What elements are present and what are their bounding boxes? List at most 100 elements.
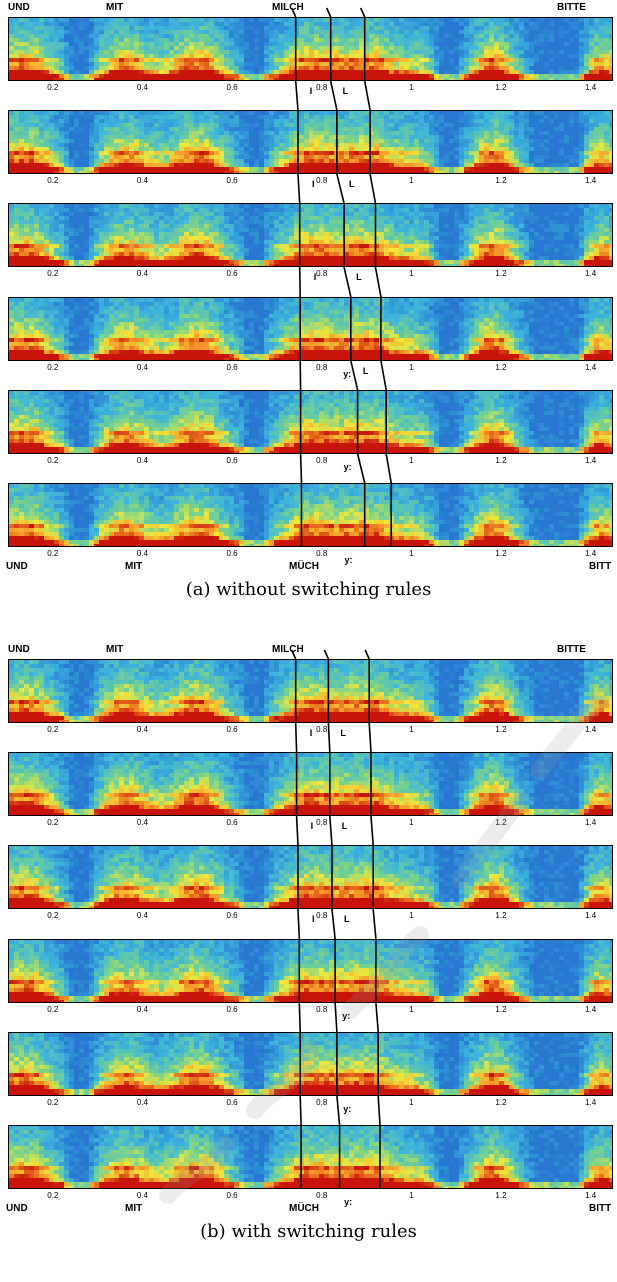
phoneme-label: I: [312, 179, 315, 189]
time-tick-label: 0.8: [316, 456, 327, 465]
spectrogram-image: [9, 1126, 613, 1189]
bottom-word-label: UND: [6, 561, 28, 572]
time-tick-label: 0.6: [227, 456, 238, 465]
time-tick-label: 1.4: [585, 269, 596, 278]
spectrogram-image: [9, 940, 613, 1003]
spectrogram-image: [9, 18, 613, 81]
time-tick-label: 0.8: [316, 1098, 327, 1107]
time-tick-label: 0.6: [227, 725, 238, 734]
spectrogram-image: [9, 111, 613, 174]
time-tick-label: 0.2: [47, 549, 58, 558]
spectrogram-panel: [8, 483, 613, 547]
spectrogram-image: [9, 484, 613, 547]
phoneme-label: L: [349, 179, 355, 189]
time-tick-label: 1: [409, 83, 413, 92]
time-tick-label: 1.2: [495, 818, 506, 827]
time-tick-label: 0.8: [316, 176, 327, 185]
time-tick-label: 1.2: [495, 549, 506, 558]
time-tick-label: 0.4: [137, 1191, 148, 1200]
boundary-line: [292, 8, 302, 547]
time-tick-label: 0.2: [47, 176, 58, 185]
time-tick-label: 1.2: [495, 1005, 506, 1014]
time-tick-label: 0.2: [47, 1098, 58, 1107]
phoneme-label: I: [314, 272, 317, 282]
time-tick-label: 1.2: [495, 725, 506, 734]
time-tick-label: 1.4: [585, 456, 596, 465]
time-tick-label: 1.2: [495, 176, 506, 185]
time-tick-label: 0.8: [316, 911, 327, 920]
top-word-label: UND: [8, 644, 30, 655]
spectrogram-panel: [8, 17, 613, 81]
time-tick-label: 1.2: [495, 363, 506, 372]
time-tick-label: 0.8: [316, 363, 327, 372]
time-tick-label: 1: [409, 549, 413, 558]
time-tick-label: 0.6: [227, 549, 238, 558]
time-tick-label: 1: [409, 818, 413, 827]
time-tick-label: 1.4: [585, 911, 596, 920]
time-tick-label: 1: [409, 363, 413, 372]
top-word-label: UND: [8, 2, 30, 13]
bottom-word-label: BITT: [589, 561, 611, 572]
time-tick-label: 0.2: [47, 1005, 58, 1014]
spectrogram-panel: [8, 659, 613, 723]
spectrogram-panel: [8, 939, 613, 1003]
time-tick-label: 1: [409, 1098, 413, 1107]
spectrogram-image: [9, 753, 613, 816]
time-tick-label: 0.4: [137, 176, 148, 185]
bottom-word-label: MÜCH: [289, 1203, 319, 1214]
time-tick-label: 0.6: [227, 176, 238, 185]
time-tick-label: 1.4: [585, 1005, 596, 1014]
time-tick-label: 0.4: [137, 83, 148, 92]
top-word-label: MILCH: [272, 644, 304, 655]
time-tick-label: 0.4: [137, 818, 148, 827]
time-tick-label: 0.4: [137, 911, 148, 920]
bottom-word-label: MÜCH: [289, 561, 319, 572]
spectrogram-panel: [8, 203, 613, 267]
time-tick-label: 0.8: [316, 1005, 327, 1014]
phoneme-label: L: [363, 366, 369, 376]
time-tick-label: 1: [409, 176, 413, 185]
time-tick-label: 0.4: [137, 456, 148, 465]
phoneme-label: y:: [344, 1197, 352, 1207]
time-tick-label: 1.4: [585, 83, 596, 92]
time-tick-label: 0.6: [227, 818, 238, 827]
time-tick-label: 0.6: [227, 83, 238, 92]
spectrogram-image: [9, 298, 613, 361]
phoneme-label: y:: [344, 462, 352, 472]
bottom-word-label: UND: [6, 1203, 28, 1214]
time-tick-label: 1: [409, 911, 413, 920]
time-tick-label: 0.2: [47, 269, 58, 278]
phoneme-label: y:: [342, 1011, 350, 1021]
time-tick-label: 1: [409, 456, 413, 465]
time-tick-label: 1.2: [495, 911, 506, 920]
time-tick-label: 1.4: [585, 818, 596, 827]
boundary-line: [292, 650, 301, 1189]
time-tick-label: 1.2: [495, 269, 506, 278]
time-tick-label: 0.2: [47, 911, 58, 920]
time-tick-label: 1.2: [495, 456, 506, 465]
time-tick-label: 0.4: [137, 725, 148, 734]
top-word-label: MILCH: [272, 2, 304, 13]
time-tick-label: 0.2: [47, 818, 58, 827]
phoneme-label: L: [342, 821, 348, 831]
time-tick-label: 1.2: [495, 83, 506, 92]
time-tick-label: 0.2: [47, 83, 58, 92]
time-tick-label: 1.2: [495, 1191, 506, 1200]
boundary-line: [365, 650, 380, 1189]
spectrogram-image: [9, 1033, 613, 1096]
phoneme-label: y:: [343, 369, 351, 379]
time-tick-label: 0.2: [47, 363, 58, 372]
phoneme-label: I: [310, 86, 313, 96]
time-tick-label: 1: [409, 725, 413, 734]
time-tick-label: 1: [409, 269, 413, 278]
time-tick-label: 0.4: [137, 1098, 148, 1107]
spectrogram-image: [9, 391, 613, 454]
time-tick-label: 0.4: [137, 363, 148, 372]
spectrogram-image: [9, 846, 613, 909]
time-tick-label: 1: [409, 1191, 413, 1200]
time-tick-label: 0.4: [137, 549, 148, 558]
time-tick-label: 1.2: [495, 1098, 506, 1107]
time-tick-label: 1.4: [585, 176, 596, 185]
time-tick-label: 0.2: [47, 456, 58, 465]
